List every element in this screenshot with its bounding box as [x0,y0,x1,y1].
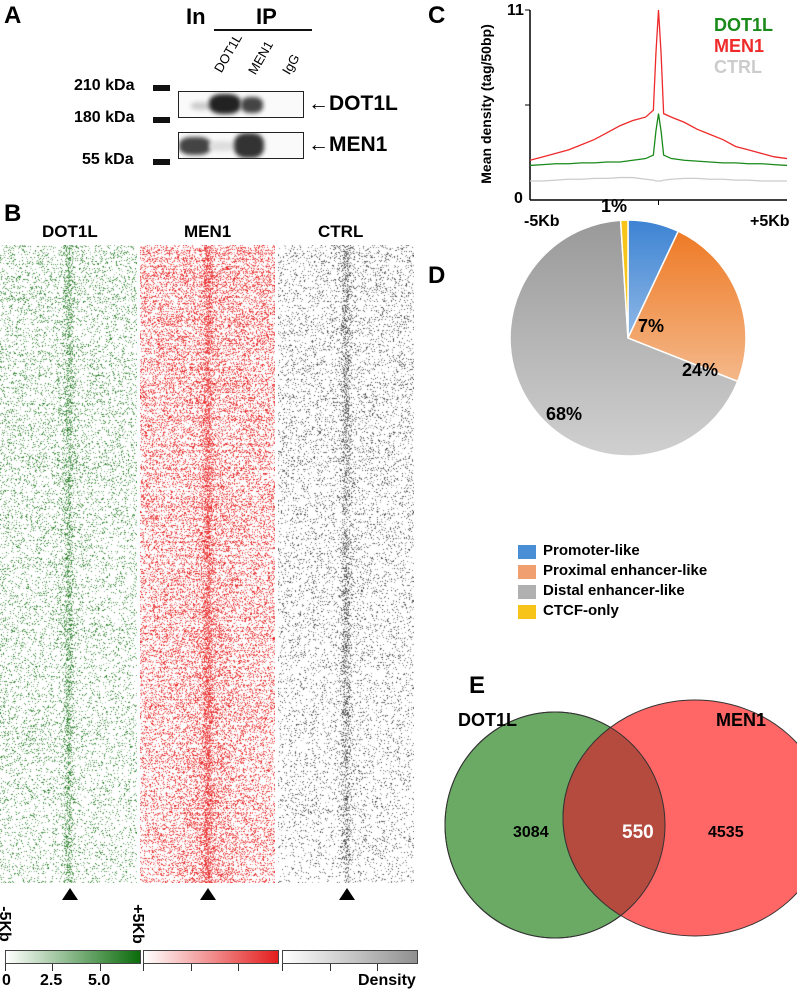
center-triangle-icon [200,888,216,900]
colorbar-label: Density [358,972,416,989]
axis-left-label: -5Kb [0,906,13,942]
colorbar-tick-label: 5.0 [88,972,111,989]
x-tick-label: -5Kb [524,213,560,230]
colorbar-tick [282,964,283,971]
marker-band [153,85,170,91]
blot-label-text: DOT1L [329,92,398,115]
legend-label: Promoter-like [543,542,640,559]
venn-set-label: MEN1 [716,710,767,730]
colorbar-tick [238,964,239,971]
y-tick-label: 11 [507,2,524,19]
legend-label: Proximal enhancer-like [543,562,708,579]
ip-underline [214,29,312,31]
pie-slice-distal-enhancer-like [509,219,739,457]
legend-swatch [518,565,536,579]
panel-b-label: B [4,200,22,227]
colorbar-tick [143,964,144,971]
legend-swatch [518,605,536,619]
lane-label: MEN1 [245,38,277,77]
pie-slice-proximal-enhancer-like [626,230,747,383]
input-label: In [186,4,206,29]
center-triangle-icon [339,888,355,900]
blot-label-text: MEN1 [329,133,388,156]
legend-ctrl: CTRL [714,57,762,77]
arrow-left-icon: ← [308,133,329,156]
colorbar-tick [191,964,192,971]
lane-label: DOT1L [211,31,245,75]
panel-e-label: E [469,672,486,699]
heatmap-title: MEN1 [184,222,232,241]
pie-chart [509,219,747,457]
legend-swatch [518,585,536,599]
heatmap-title: DOT1L [42,222,98,241]
line-chart [525,9,788,205]
colorbar-tick [5,964,6,971]
legend-label: Distal enhancer-like [543,582,685,599]
legend-men1: MEN1 [714,36,765,56]
x-tick-label: +5Kb [750,213,790,230]
colorbar-tick [330,964,331,971]
lane-label: IgG [279,51,303,77]
colorbar-ctrl [282,950,418,964]
y-axis-label: Mean density (tag/50bp) [478,24,494,184]
colorbar-dot1l [5,950,141,964]
pie-label: 7% [638,316,665,336]
panel-d-label: D [428,262,446,289]
blot-label-men1: ←MEN1 [308,133,387,157]
marker-label: 55 kDa [82,151,134,168]
venn-diagram [444,699,797,939]
series-line-ctrl [530,176,787,182]
arrow-left-icon: ← [308,92,329,115]
colorbar-men1 [143,950,279,964]
pie-slice-ctcf-only [619,219,629,339]
pie-label: 24% [682,360,719,380]
blot-label-dot1l: ←DOT1L [308,92,398,116]
venn-overlap [562,712,665,937]
venn-count-dot1l-only: 3084 [513,824,549,841]
marker-band [153,117,170,123]
panel-c-label: C [428,2,446,29]
y-tick-label: 0 [514,190,523,207]
heatmap-dot1l [0,245,137,883]
venn-count-overlap: 550 [622,822,654,843]
legend-swatch [518,545,536,559]
panel-a-label: A [4,2,22,29]
colorbar-tick [100,964,101,971]
axis-right-label: +5Kb [128,904,146,944]
series-line-dot1l [529,113,788,167]
marker-band [153,159,170,165]
colorbar-tick-label: 2.5 [40,972,63,989]
ip-label: IP [256,4,277,29]
colorbar-tick-label: 0 [2,972,11,989]
blot-dot1l [178,91,304,118]
marker-label: 210 kDa [74,77,135,94]
legend-dot1l: DOT1L [714,15,774,35]
heatmap-men1 [140,245,275,883]
pie-label: 1% [601,196,628,216]
blot-men1 [178,132,304,159]
series-line-men1 [529,9,788,161]
venn-set-label: DOT1L [458,710,518,730]
marker-label: 180 kDa [74,109,135,126]
colorbar-tick [377,964,378,971]
pie-label: 68% [546,404,583,424]
heatmap-ctrl [278,245,414,883]
legend-label: CTCF-only [543,602,619,619]
colorbar-tick [52,964,53,971]
heatmap-title: CTRL [318,222,364,241]
venn-count-men1-only: 4535 [708,824,744,841]
center-triangle-icon [62,888,78,900]
